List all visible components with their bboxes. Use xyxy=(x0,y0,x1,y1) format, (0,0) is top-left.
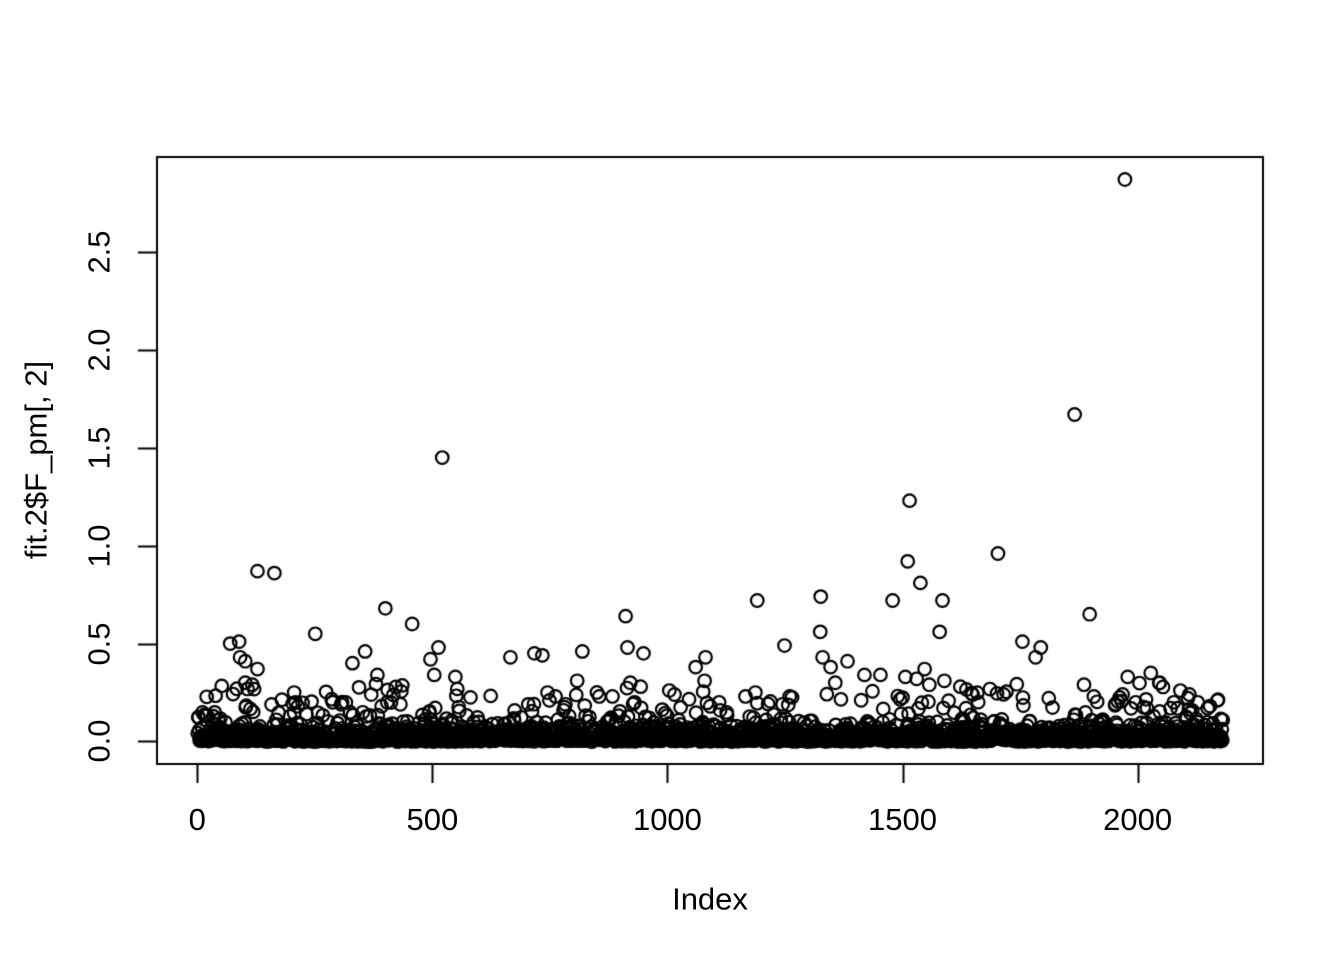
y-tick-label: 0.0 xyxy=(81,719,117,764)
y-tick-label: 0.5 xyxy=(81,622,117,666)
y-axis-title: fit.2$F_pm[, 2] xyxy=(18,360,54,560)
x-tick-label: 1000 xyxy=(632,802,702,837)
x-tick-label: 1500 xyxy=(868,802,937,837)
y-tick-label: 1.5 xyxy=(81,426,117,470)
x-tick-label: 2000 xyxy=(1103,802,1173,837)
x-tick-label: 500 xyxy=(406,802,459,837)
y-tick-label: 2.5 xyxy=(81,230,117,274)
x-axis-title: Index xyxy=(672,881,748,917)
y-tick-label: 1.0 xyxy=(81,524,117,568)
y-tick-label: 2.0 xyxy=(81,328,117,372)
x-tick-label: 0 xyxy=(188,802,206,837)
